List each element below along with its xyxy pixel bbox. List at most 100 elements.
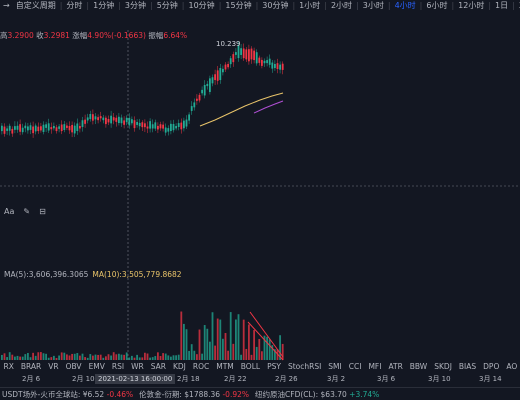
text-tool[interactable]: Aa xyxy=(4,207,15,216)
volume-bar xyxy=(47,357,50,360)
volume-bar xyxy=(183,323,185,360)
indicator-emv[interactable]: EMV xyxy=(88,362,105,371)
candle xyxy=(203,84,206,96)
volume-bar xyxy=(177,354,180,360)
candle xyxy=(211,77,214,84)
timeframe-15[interactable]: 2日 xyxy=(516,0,520,11)
ma-line-purple xyxy=(253,100,284,114)
separator: | xyxy=(387,1,391,10)
candle xyxy=(47,123,50,131)
indicator-atr[interactable]: ATR xyxy=(388,362,403,371)
timeframe-7[interactable]: 30分钟 xyxy=(262,1,289,10)
indicator-psy[interactable]: PSY xyxy=(267,362,281,371)
ticker-item-gold[interactable]: 伦敦金-衍期: $1788.36 -0.92% xyxy=(139,389,250,399)
date-tick: 2月 6 xyxy=(22,375,41,383)
indicator-stochrsi[interactable]: StochRSI xyxy=(287,362,322,371)
separator: | xyxy=(150,1,153,10)
candle xyxy=(79,125,81,129)
volume-ma10: MA(10):3,505,779.8682 xyxy=(92,270,182,279)
candle xyxy=(76,123,79,131)
ticker-item-oil[interactable]: 纽约原油CFD(CL): $63.70 +3.74% xyxy=(255,389,380,399)
indicator-mfi[interactable]: MFI xyxy=(368,362,382,371)
candle xyxy=(84,119,86,124)
ticker-item-usdt[interactable]: USDT场外-火币全球站: ¥6.52 -0.46% xyxy=(2,389,134,399)
indicator-rsi[interactable]: RSI xyxy=(111,362,125,371)
candle xyxy=(115,117,118,122)
timeframe-14[interactable]: 1日 xyxy=(495,1,509,10)
indicator-sar[interactable]: SAR xyxy=(150,362,166,371)
volume-bar xyxy=(268,339,271,360)
timeframe-5[interactable]: 10分钟 xyxy=(188,1,215,10)
volume-bar xyxy=(110,355,112,360)
indicator-boll[interactable]: BOLL xyxy=(240,362,261,371)
candle xyxy=(66,125,68,128)
indicator-skdj[interactable]: SKDJ xyxy=(434,362,452,371)
timeframe-8[interactable]: 1小时 xyxy=(299,1,321,10)
candlestick-series xyxy=(1,41,284,138)
candle xyxy=(6,128,8,131)
timeframe-9[interactable]: 2小时 xyxy=(330,1,353,10)
timeframe-12[interactable]: 6小时 xyxy=(426,1,448,10)
close-value: 3.2981 xyxy=(43,31,70,40)
candle xyxy=(201,89,203,94)
indicator-vr[interactable]: VR xyxy=(48,362,59,371)
volume-bar xyxy=(209,341,211,360)
ruler-icon[interactable]: ⊟ xyxy=(39,207,46,216)
volume-bar xyxy=(19,356,21,360)
indicator-obv[interactable]: OBV xyxy=(65,362,82,371)
volume-bar xyxy=(115,354,118,360)
candle xyxy=(216,70,219,81)
indicator-brar[interactable]: BRAR xyxy=(20,362,42,371)
candle xyxy=(263,60,266,64)
candle xyxy=(258,57,261,63)
date-tick: 3月 10 xyxy=(428,375,451,383)
candle xyxy=(154,122,157,129)
timeframe-menu-icon[interactable]: → xyxy=(3,1,10,10)
volume-bar xyxy=(73,353,76,360)
volume-bar xyxy=(180,311,183,360)
indicator-smi[interactable]: SMI xyxy=(328,362,342,371)
timeframe-11[interactable]: 4小时 xyxy=(394,1,416,10)
indicator-kdj[interactable]: KDJ xyxy=(172,362,186,371)
volume-bar xyxy=(146,353,149,360)
indicator-rx[interactable]: RX xyxy=(3,362,14,371)
indicator-roc[interactable]: ROC xyxy=(192,362,210,371)
volume-bar xyxy=(240,354,242,360)
volume-bar xyxy=(281,343,284,360)
volume-bar xyxy=(133,357,136,360)
candle xyxy=(19,124,21,132)
volume-bar xyxy=(214,345,216,360)
candle xyxy=(164,127,167,133)
timeframe-6[interactable]: 15分钟 xyxy=(225,1,252,10)
separator: | xyxy=(488,1,492,10)
candle xyxy=(8,125,11,131)
timeframe-1[interactable]: 分时 xyxy=(66,1,83,10)
separator: | xyxy=(181,1,185,10)
candle xyxy=(81,120,84,127)
candle xyxy=(105,117,107,125)
candle xyxy=(240,48,242,55)
timeframe-0[interactable]: 自定义周期 xyxy=(15,1,56,10)
indicator-bias[interactable]: BIAS xyxy=(458,362,477,371)
volume-bar xyxy=(50,357,53,360)
indicator-ao[interactable]: AO xyxy=(506,362,518,371)
candle xyxy=(268,58,271,65)
indicator-cci[interactable]: CCI xyxy=(348,362,362,371)
timeframe-10[interactable]: 3小时 xyxy=(362,1,384,10)
indicator-bbw[interactable]: BBW xyxy=(409,362,428,371)
candle xyxy=(227,63,229,68)
pencil-icon[interactable]: ✎ xyxy=(23,207,31,216)
timeframe-13[interactable]: 12小时 xyxy=(458,1,485,10)
volume-bar xyxy=(170,356,172,360)
candle xyxy=(248,49,250,62)
timeframe-3[interactable]: 3分钟 xyxy=(124,1,146,10)
indicator-wr[interactable]: WR xyxy=(131,362,144,371)
volume-bar xyxy=(8,352,11,360)
indicator-dpo[interactable]: DPO xyxy=(483,362,500,371)
timeframe-4[interactable]: 5分钟 xyxy=(156,1,178,10)
candle xyxy=(107,118,110,123)
indicator-mtm[interactable]: MTM xyxy=(216,362,234,371)
volume-bar xyxy=(154,356,157,360)
timeframe-2[interactable]: 1分钟 xyxy=(93,1,115,10)
